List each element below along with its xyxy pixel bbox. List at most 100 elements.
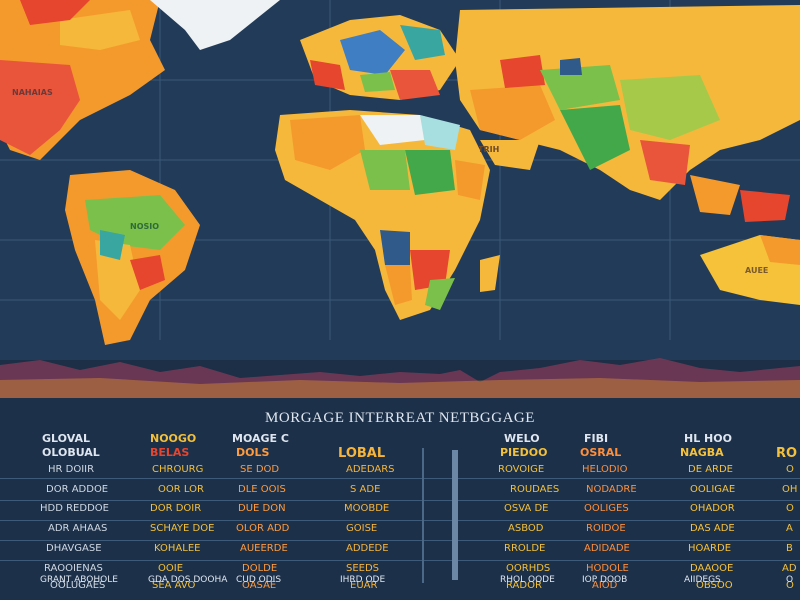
column-subheader: NAGBA [680,446,724,459]
table-cell: OASAE [242,580,277,591]
map-label-south-america: NOSIO [130,222,160,231]
table-cell: A [786,523,793,534]
world-map-graphic [0,0,800,398]
table-cell: RROLDE [504,543,546,554]
table-cell: ADEDARS [346,464,395,475]
footer-cell: AIIDEGS [684,575,721,585]
table-cell: GOISE [346,523,378,534]
column-subheader: OLOBUAL [42,446,100,459]
footer-cell: O [786,575,794,585]
table-cell: OHADOR [690,503,735,514]
column-subheader: PIEDOO [500,446,548,459]
table-cell: SCHAYE DOE [150,523,215,534]
footer-cell: CUD ODIS [236,575,282,585]
table-divider [0,560,800,561]
table-cell: KOHALEE [154,543,201,554]
table-cell: DAAOOE [690,563,734,574]
column-subheader: DOLS [236,446,270,459]
table-cell: SEA AVO [152,580,196,591]
table-cell: DOR ADDOE [46,484,109,495]
data-wave-band [0,358,800,398]
table-cell: OOLIGES [584,503,629,514]
footer-cell: GDA DOS DOOHA [148,575,228,585]
table-cell: ROVOIGE [498,464,545,475]
column-header: MOAGE C [232,432,289,445]
table-cell: RAOOIENAS [44,563,103,574]
table-cell: OBSOO [696,580,733,591]
table-cell: ADR AHAAS [48,523,108,534]
table-divider [0,540,800,541]
table-cell: HR DOIIR [48,464,95,475]
table-cell: ROIDOE [586,523,626,534]
table-cell: MOOBDE [344,503,390,514]
footer-cell: GRANT ABOHOLE [40,575,118,585]
table-cell: CHROURG [152,464,204,475]
table-cell: DHAVGASE [46,543,102,554]
table-cell: OORHDS [506,563,551,574]
table-divider [0,478,800,479]
table-cell: DOLDE [242,563,278,574]
column-subheader: RO [776,446,798,461]
footer-cell: IHRD ODE [340,575,386,585]
asia-region [455,5,800,222]
table-cell: EUAR [350,580,378,591]
table-cell: NODADRE [586,484,637,495]
table-cell: HELODIO [582,464,628,475]
table-cell: OOR LOR [158,484,204,495]
scroll-indicator[interactable] [452,450,458,580]
column-header: WELO [504,432,540,445]
mortgage-table-panel: MORGAGE INTERREAT NETBGGAGE GLOVAL OLOBU… [0,398,800,600]
table-cell: DE ARDE [688,464,734,475]
table-cell: O [786,503,794,514]
table-cell: SE DOD [240,464,280,475]
table-cell: OLOR ADD [236,523,290,534]
table-cell: O [786,464,794,475]
table-cell: DLE OOIS [238,484,286,495]
australia-region [700,235,800,305]
north-america-region [0,0,280,160]
table-cell: ADIDADE [584,543,630,554]
table-cell: O [786,580,794,591]
map-label-australia: AUEE [745,266,769,275]
table-title: MORGAGE INTERREAT NETBGGAGE [265,410,535,426]
table-cell: HDD REDDOE [40,503,109,514]
footer-cell: RHOL OODE [500,575,555,585]
table-cell: OOLIGAE [690,484,736,495]
table-cell: DOR DOIR [150,503,202,514]
table-cell: HOARDE [688,543,732,554]
table-cell: ASBOD [508,523,544,534]
column-subheader: BELAS [150,446,190,459]
column-separator [422,448,424,583]
table-cell: DUE DON [238,503,286,514]
table-cell: OSVA DE [504,503,549,514]
table-cell: AD [782,563,797,574]
column-subheader: LOBAL [338,446,386,461]
table-cell: B [786,543,793,554]
table-cell: OOIE [158,563,184,574]
column-header: HL HOO [684,432,732,445]
table-cell: RADOR [506,580,542,591]
column-header: GLOVAL [42,432,90,445]
map-label-north-america: NAHAIAS [12,88,53,97]
table-cell: SEEDS [346,563,380,574]
footer-cell: IOP DOOB [582,575,628,585]
world-map: NAHAIAS NOSIO TRIH AUEE [0,0,800,398]
table-cell: OOLUGAES [50,580,106,591]
column-header: FIBI [584,432,609,445]
table-cell: DAS ADE [690,523,735,534]
table-cell: AIOD [592,580,618,591]
table-cell: OH [782,484,798,495]
column-header: NOOGO [150,432,197,445]
africa-region [275,110,500,320]
table-cell: ROUDAES [510,484,560,495]
column-subheader: OSRAL [580,446,622,459]
europe-region [300,15,460,100]
table-divider [0,500,800,501]
table-divider [0,520,800,521]
table-cell: AUEERDE [240,543,288,554]
table-cell: S ADE [350,484,381,495]
south-america-region [65,170,200,345]
map-label-middle-east: TRIH [478,145,500,154]
table-cell: HODOLE [586,563,629,574]
table-cell: ADDEDE [346,543,389,554]
